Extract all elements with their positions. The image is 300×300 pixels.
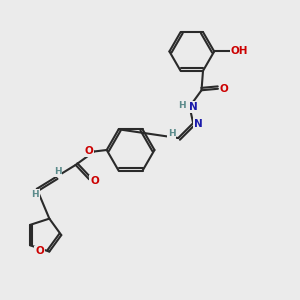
Text: O: O <box>35 246 44 256</box>
Text: H: H <box>54 167 62 176</box>
Text: O: O <box>90 176 99 186</box>
Text: H: H <box>178 101 186 110</box>
Text: N: N <box>194 119 203 129</box>
Text: H: H <box>168 129 176 138</box>
Text: O: O <box>84 146 93 156</box>
Text: OH: OH <box>231 46 248 56</box>
Text: O: O <box>220 84 228 94</box>
Text: H: H <box>32 190 39 199</box>
Text: N: N <box>189 102 197 112</box>
